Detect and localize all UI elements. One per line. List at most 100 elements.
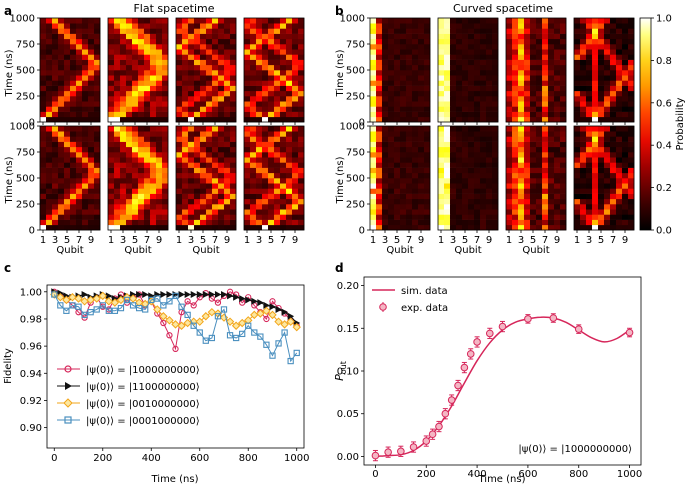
flat-heatmap-cell <box>94 116 101 123</box>
curved-heatmap-cell <box>530 193 537 200</box>
flat-heatmap-cell <box>126 146 133 153</box>
curved-heatmap-cell <box>456 44 463 50</box>
curved-heatmap-cell <box>382 167 389 174</box>
curved-heatmap-cell <box>598 106 605 112</box>
flat-heatmap-cell <box>218 18 225 24</box>
flat-heatmap-cell <box>256 209 263 215</box>
flat-heatmap-cell <box>76 111 83 118</box>
flat-heatmap-cell <box>200 136 207 142</box>
curved-heatmap-cell <box>512 59 519 66</box>
curved-heatmap-cell <box>412 157 419 163</box>
curved-heatmap-cell <box>370 101 377 107</box>
curved-heatmap-cell <box>604 131 611 137</box>
flat-heatmap-cell <box>162 162 169 168</box>
curved-heatmap-cell <box>376 178 383 184</box>
flat-heatmap-frame <box>107 17 169 123</box>
flat-heatmap-cell <box>52 152 59 158</box>
flat-heatmap-cell <box>82 214 89 220</box>
curved-heatmap-cell <box>604 183 611 189</box>
curved-heatmap-cell <box>394 85 401 92</box>
flat-heatmap-cell <box>58 167 65 174</box>
flat-heatmap-cell <box>126 59 133 66</box>
curved-heatmap-cell <box>486 23 493 29</box>
flat-heatmap-cell <box>176 44 183 50</box>
flat-heatmap-cell <box>126 172 133 179</box>
curved-heatmap-cell <box>592 126 599 132</box>
flat-heatmap-cell <box>70 193 77 200</box>
flat-heatmap-cell <box>218 85 225 92</box>
exp-point <box>485 329 494 338</box>
flat-heatmap-cell <box>200 219 207 226</box>
curved-heatmap-cell <box>468 157 475 163</box>
flat-heatmap-cell <box>82 49 89 55</box>
curved-heatmap-cell <box>592 33 599 40</box>
curved-heatmap-cell <box>412 33 419 40</box>
flat-heatmap-cell <box>176 96 183 102</box>
curved-heatmap-cell <box>492 111 499 118</box>
curved-heatmap-cell <box>554 75 561 81</box>
flat-heatmap-ytick-label: 750 <box>16 148 35 159</box>
curved-heatmap-cell <box>542 106 549 112</box>
curved-heatmap-cell <box>486 49 493 55</box>
flat-heatmap-cell <box>212 131 219 137</box>
flat-heatmap-cell <box>126 141 133 148</box>
curved-heatmap-cell <box>628 209 635 215</box>
flat-heatmap-cell <box>108 172 115 179</box>
curved-heatmap-cell <box>438 96 445 102</box>
flat-heatmap-cell <box>194 209 201 215</box>
curved-heatmap-cell <box>412 54 419 60</box>
curved-heatmap-cell <box>474 54 481 60</box>
curved-heatmap-cell <box>468 38 475 45</box>
curved-heatmap-cell <box>412 167 419 174</box>
flat-heatmap-cell <box>94 28 101 34</box>
flat-heatmap-cell <box>138 33 145 40</box>
curved-heatmap-cell <box>542 136 549 142</box>
flat-heatmap-cell <box>70 96 77 102</box>
curved-heatmap-cell <box>480 33 487 40</box>
curved-heatmap-cell <box>506 49 513 55</box>
flat-heatmap-cell <box>132 157 139 163</box>
curved-heatmap-cell <box>622 183 629 189</box>
series-point <box>244 316 253 325</box>
flat-heatmap-cell <box>250 183 257 189</box>
flat-heatmap-cell <box>46 33 53 40</box>
flat-heatmap-cell <box>144 162 151 168</box>
curved-heatmap-cell <box>450 64 457 71</box>
flat-heatmap-cell <box>52 111 59 118</box>
curved-heatmap-cell <box>444 64 451 71</box>
flat-heatmap-cell <box>40 167 47 174</box>
series-point <box>160 291 167 299</box>
curved-heatmap-cell <box>604 172 611 179</box>
exp-point <box>549 314 558 322</box>
flat-heatmap-cell <box>256 85 263 92</box>
flat-heatmap-cell <box>108 111 115 118</box>
flat-heatmap-cell <box>224 219 231 226</box>
curved-heatmap-cell <box>512 111 519 118</box>
flat-heatmap-cell <box>40 54 47 60</box>
flat-heatmap-cell <box>182 18 189 24</box>
flat-heatmap-cell <box>40 28 47 34</box>
curved-heatmap-cell <box>592 188 599 194</box>
flat-heatmap-cell <box>114 178 121 184</box>
flat-heatmap-cell <box>120 126 127 132</box>
curved-heatmap-cell <box>506 75 513 81</box>
flat-heatmap-cell <box>58 146 65 153</box>
curved-heatmap-cell <box>370 152 377 158</box>
curved-heatmap-cell <box>592 146 599 153</box>
flat-heatmap-cell <box>250 193 257 200</box>
curved-heatmap-cell <box>554 59 561 66</box>
flat-heatmap-cell <box>250 80 257 86</box>
curved-heatmap-cell <box>388 49 395 55</box>
curved-heatmap-cell <box>560 152 567 158</box>
flat-heatmap-cell <box>52 54 59 60</box>
flat-heatmap-cell <box>200 167 207 174</box>
flat-heatmap-cell <box>94 204 101 210</box>
series-point <box>51 291 58 298</box>
curved-heatmap-cell <box>518 183 525 189</box>
curved-heatmap-cell <box>486 131 493 137</box>
flat-heatmap-cell <box>132 106 139 112</box>
flat-heatmap-cell <box>138 146 145 153</box>
series-point <box>172 345 179 352</box>
flat-heatmap-cell <box>40 101 47 107</box>
flat-heatmap-cell <box>46 49 53 55</box>
